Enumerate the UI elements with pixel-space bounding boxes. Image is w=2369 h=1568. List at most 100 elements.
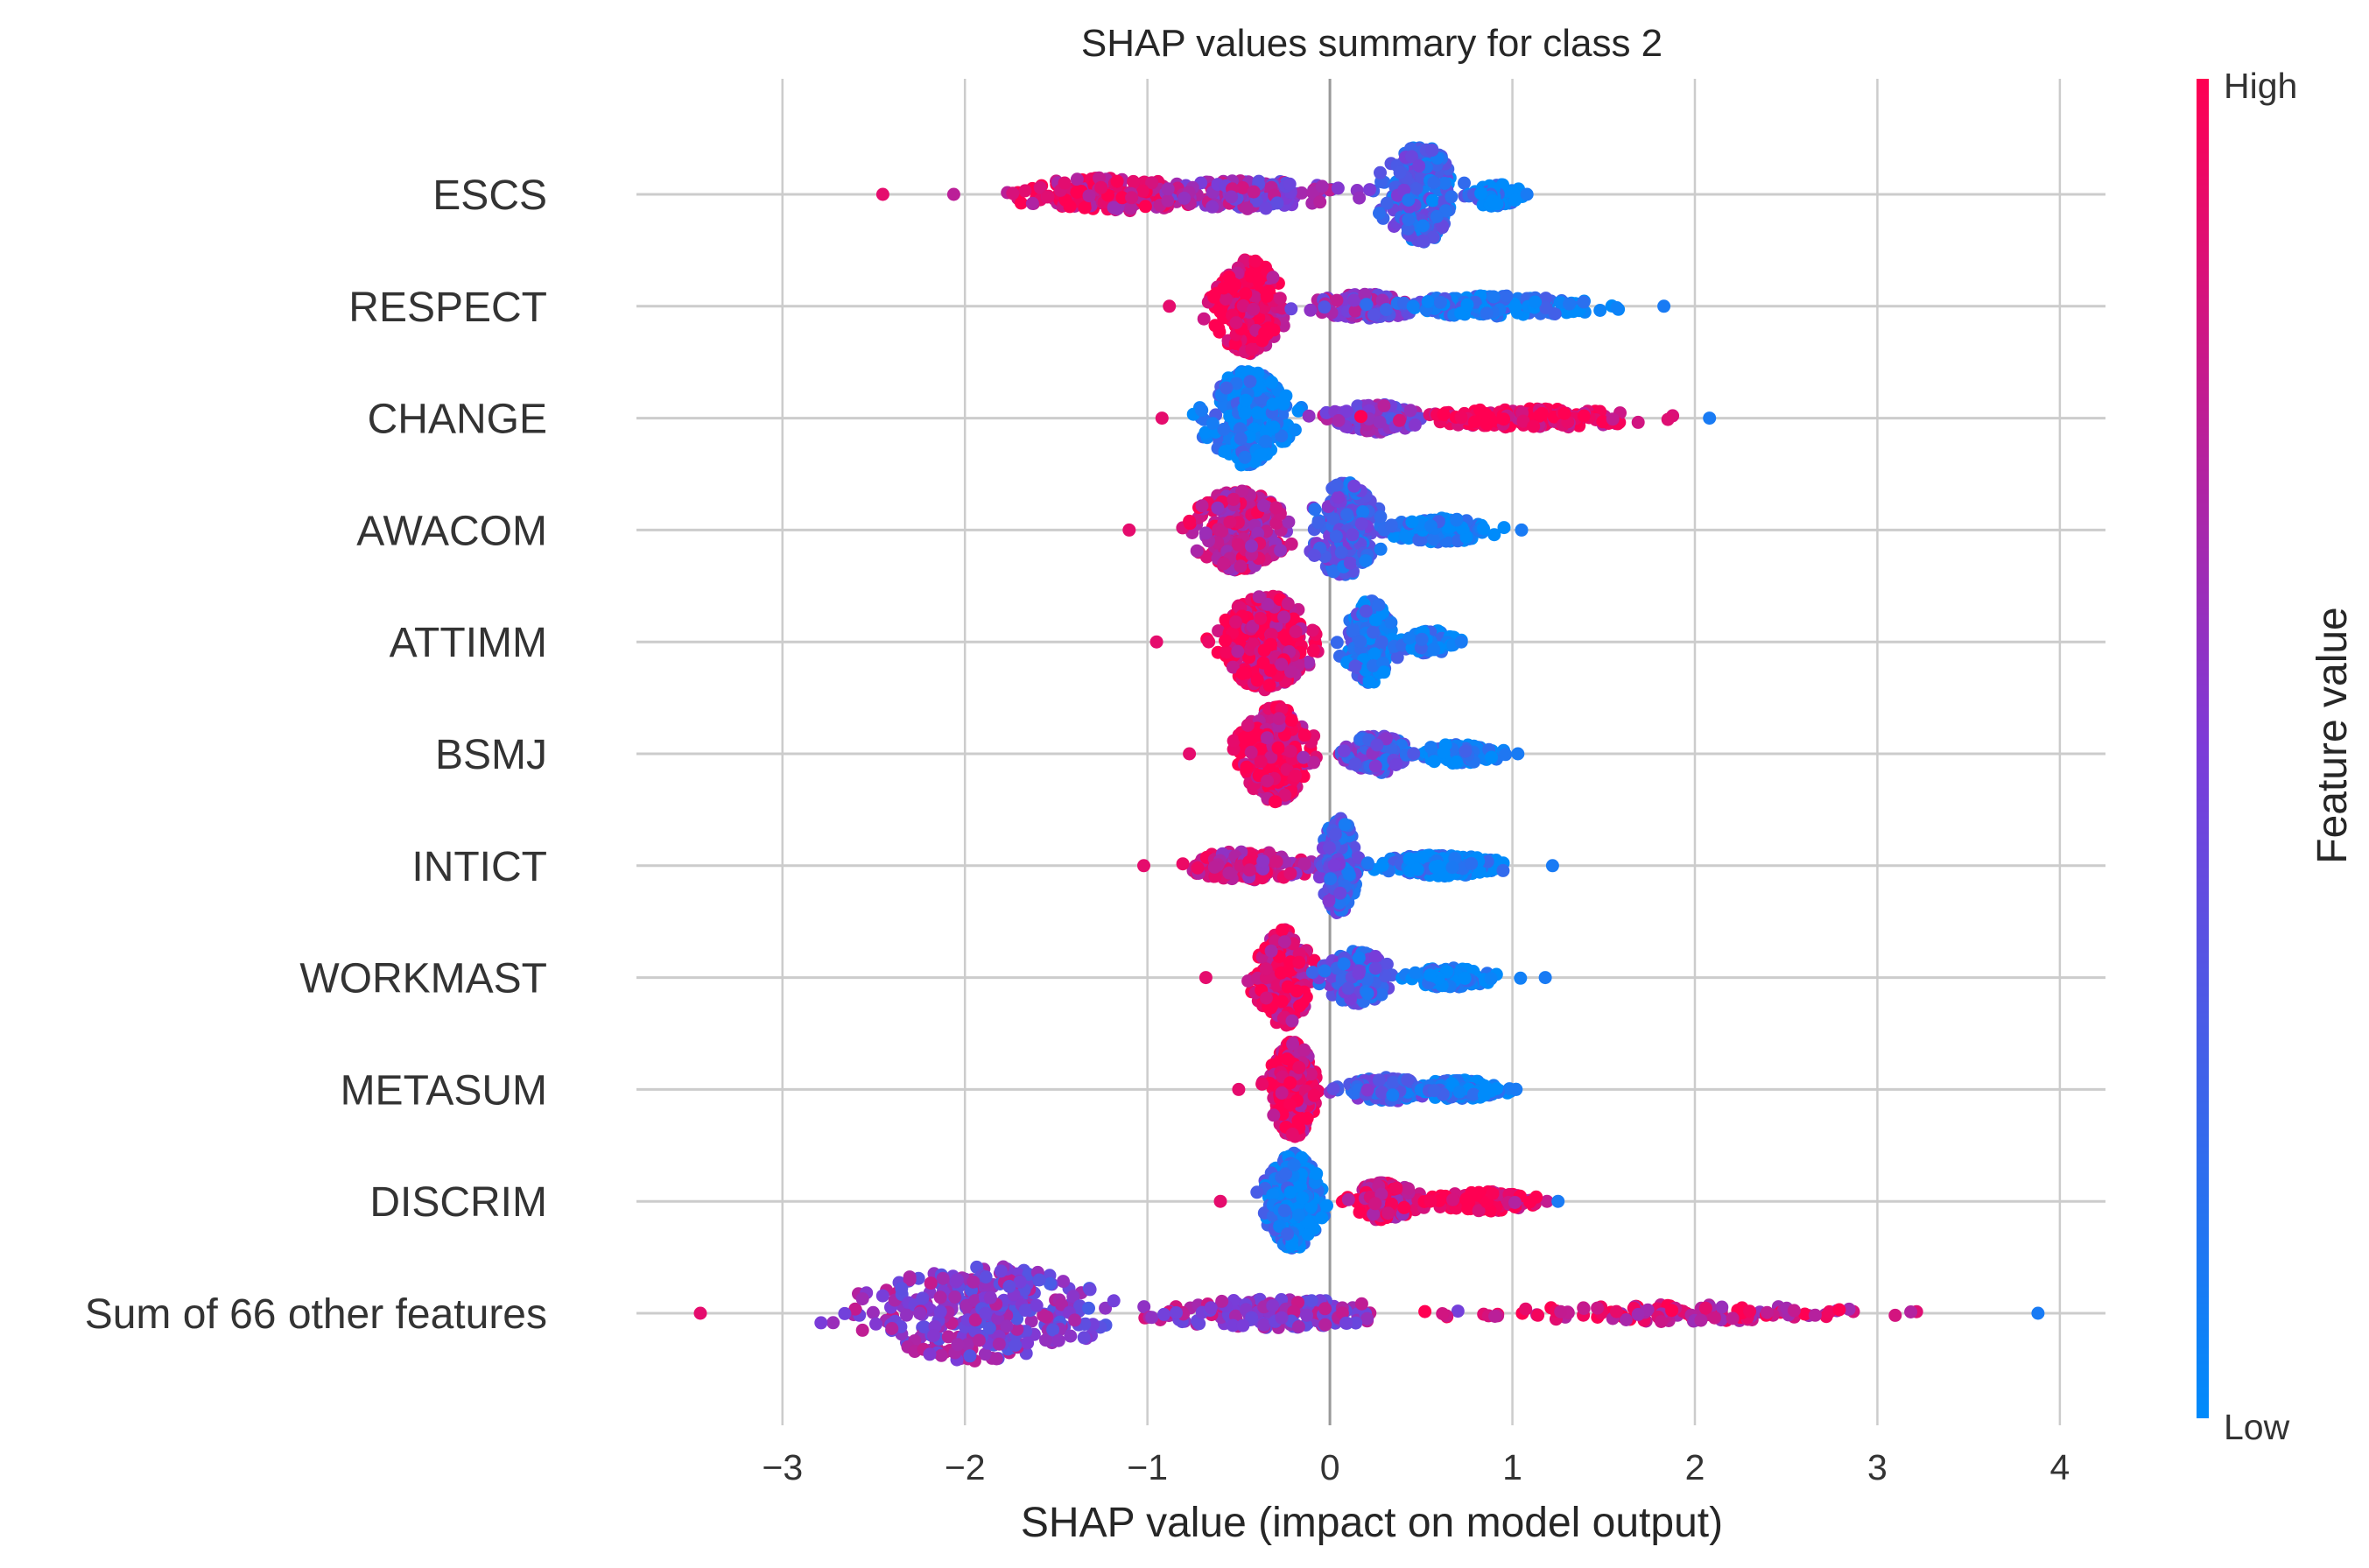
shap-point [1529,295,1542,309]
shap-point [1433,295,1447,309]
shap-point [1231,644,1245,658]
shap-point [1436,219,1450,233]
feature-point-group [1155,365,1717,472]
shap-point [1302,409,1316,423]
shap-point [1409,181,1424,195]
shap-point [1397,183,1411,197]
shap-point [1362,675,1376,689]
shap-point [1219,292,1233,306]
shap-point [1327,858,1341,872]
shap-point [1241,718,1255,732]
shap-point [1284,302,1298,316]
shap-point [1343,556,1357,570]
shap-point [1527,419,1541,433]
shap-point [1220,381,1234,395]
shap-point [1368,759,1382,773]
shap-point [1261,774,1275,788]
shap-point [1347,479,1361,493]
shap-point [1404,150,1418,164]
shap-point [1190,544,1204,558]
shap-point [1508,193,1522,207]
shap-point [1260,289,1274,303]
shap-point [1424,741,1438,755]
shap-point-extreme [1511,747,1525,761]
shap-point [1219,634,1232,648]
shap-point [1402,631,1416,645]
shap-point [1269,854,1283,868]
shap-point [1070,186,1084,199]
feature-point-group [1183,700,1525,809]
shap-point [1218,445,1232,459]
shap-point [1496,863,1510,877]
shap-point [1252,274,1266,288]
shap-point [1277,610,1291,624]
shap-point [1305,966,1319,980]
shap-point [1234,559,1248,573]
shap-point [1251,366,1265,380]
shap-point [1416,850,1430,864]
shap-point [1342,868,1356,882]
shap-point [1377,398,1391,412]
shap-point [1211,501,1225,515]
shap-point [1358,287,1372,301]
shap-point [1271,741,1285,755]
shap-point [1514,971,1528,985]
shap-point-extreme [1545,859,1559,873]
shap-point [1094,180,1108,194]
shap-point [1437,408,1451,421]
shap-point [1229,615,1242,629]
shap-point [1269,795,1283,809]
shap-point [1393,413,1406,427]
shap-point [1374,635,1388,649]
shap-point [1297,750,1311,764]
shap-point [1239,287,1253,300]
shap-point [1276,397,1290,411]
shap-point [1430,209,1444,223]
shap-point [1474,186,1488,200]
shap-point [1191,861,1205,875]
shap-point [1273,292,1287,306]
shap-point [1499,748,1513,762]
shap-point [1222,270,1236,284]
shap-point [1380,196,1394,210]
shap-point [1248,254,1262,268]
feature-point-group [1122,476,1529,581]
shap-point [1241,365,1255,379]
feature-point-group [1199,923,1552,1032]
shap-point [1405,515,1419,529]
shap-point [1217,398,1231,412]
shap-point [1332,490,1346,504]
shap-point [1403,404,1417,418]
shap-point [1293,999,1306,1013]
shap-point [1195,499,1209,513]
shap-point [1247,302,1261,316]
shap-point [1233,422,1247,436]
shap-point [1368,950,1382,963]
shap-point [1207,289,1221,303]
shap-point [1353,964,1367,978]
shap-point [1412,159,1426,173]
shap-point [1427,643,1441,657]
shap-point [1477,522,1490,536]
shap-point [1337,957,1351,971]
shap-point [1458,176,1471,190]
shap-point [1402,213,1416,227]
shap-point [1238,406,1252,420]
shap-point [1500,289,1514,303]
shap-point [1363,183,1376,197]
shap-point-extreme [1183,747,1197,761]
shap-point [1229,316,1243,330]
shap-point [1161,193,1175,207]
shap-point [1384,615,1398,629]
shap-point [1334,545,1348,559]
shap-point [1408,418,1422,432]
shap-point [1107,200,1121,214]
shap-point [1070,172,1084,186]
shap-point [1330,293,1344,307]
shap-point [1217,557,1231,571]
shap-point [1348,304,1362,318]
shap-point [1360,987,1374,1001]
shap-point [1206,417,1220,431]
shap-point [1415,632,1429,646]
